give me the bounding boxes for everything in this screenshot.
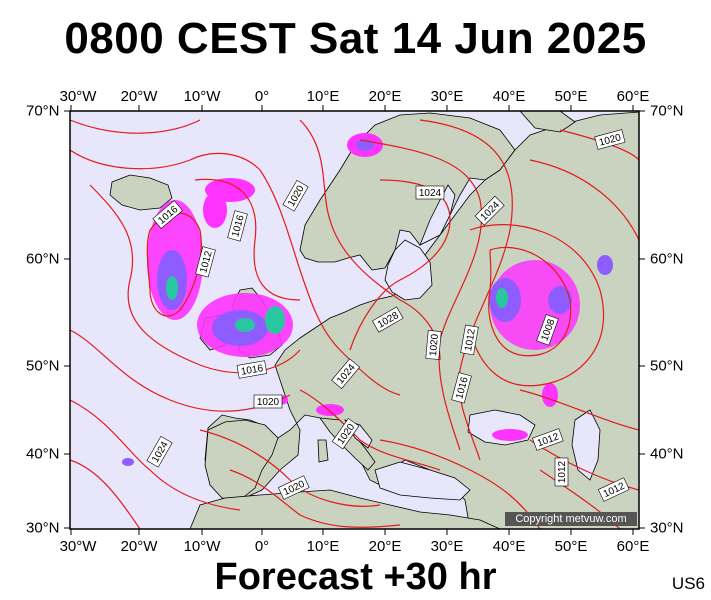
lat-label-right: 30°N [650,519,684,537]
lon-label-bottom: 10°E [306,538,340,555]
lat-label-right: 70°N [650,102,684,120]
lat-label-right: 60°N [650,250,684,268]
baltic-sea [384,239,433,301]
lon-label-bottom: 30°E [430,538,464,555]
map-title: 0800 CEST Sat 14 Jun 2025 [64,14,647,63]
isobar-label: 1012 [557,460,568,483]
lon-label-bottom: 40°E [492,538,526,555]
copyright-notice: Copyright metvuw.com [505,512,637,526]
lon-label-bottom: 20°E [368,538,402,555]
lon-label-top: 30°W [59,88,97,105]
map-frame [69,110,640,530]
lon-label-bottom: 60°E [616,538,650,555]
isobar-label: 1024 [419,188,442,199]
isobar-label: 1020 [428,333,441,357]
lon-label-bottom: 10°W [183,538,221,555]
lat-label-left: 50°N [26,357,60,375]
isobar-label: 1016 [240,363,264,378]
lat-label-right: 40°N [650,445,684,463]
land-svalbard-coast [519,111,576,133]
land-iceland [109,174,173,211]
isobar-label: 1012 [463,328,478,352]
lon-label-top: 40°E [492,88,526,105]
lon-label-bottom: 20°W [120,538,158,555]
mediterranean-east [374,461,471,501]
forecast-label: Forecast +30 hr [214,556,497,598]
lon-label-bottom: 0° [254,538,270,555]
land-north-africa [189,489,501,529]
lat-label-left: 30°N [26,519,60,537]
isobar-label: 1020 [257,397,280,408]
axis-ticks [64,105,645,535]
lon-label-top: 10°E [306,88,340,105]
isobar-labels: 1020 1020 1016 1016 1012 1024 1024 1028 … [146,129,630,502]
lon-label-top: 20°E [368,88,402,105]
lat-label-left: 70°N [26,102,60,120]
lat-label-left: 60°N [26,250,60,268]
lon-label-top: 60°E [616,88,650,105]
lon-label-top: 30°E [430,88,464,105]
lon-label-top: 20°W [120,88,158,105]
model-tag: US6 [671,574,705,593]
precipitation [122,133,613,466]
land-iberia [204,419,279,501]
lon-label-bottom: 50°E [554,538,588,555]
lat-label-right: 50°N [650,357,684,375]
caspian-sea [571,409,601,481]
gulf-of-bothnia [419,184,456,246]
lon-label-top: 50°E [554,88,588,105]
inland-seas [344,184,601,501]
lat-label-left: 40°N [26,445,60,463]
lon-label-top: 0° [254,88,270,105]
lon-label-top: 10°W [183,88,221,105]
lon-label-bottom: 30°W [59,538,97,555]
land-sardinia [317,439,329,463]
